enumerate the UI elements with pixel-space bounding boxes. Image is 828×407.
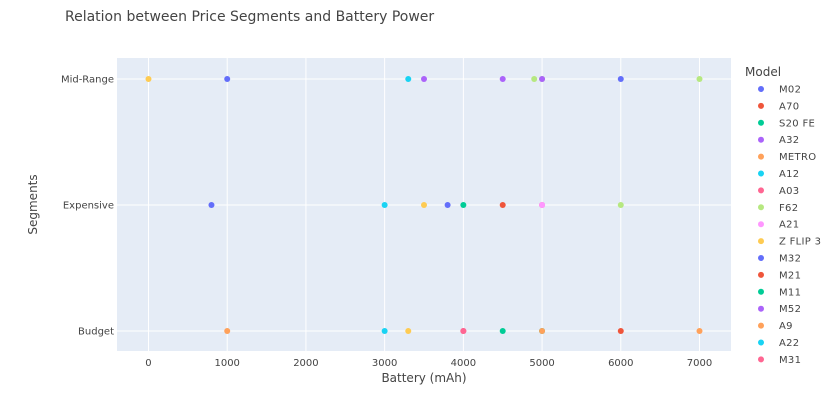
data-point-f62[interactable] [531,76,538,82]
data-point-m21[interactable] [617,328,624,334]
data-point-z-flip-3[interactable] [421,202,427,208]
legend-item-m02[interactable]: M02 [758,85,801,96]
data-point-m11[interactable] [499,328,506,334]
legend-label: S20 FE [779,118,815,129]
data-point-m02[interactable] [617,76,624,82]
legend-marker [758,255,764,261]
legend-item-m21[interactable]: M21 [758,270,801,281]
y-axis-label: Segments [26,174,40,234]
data-point-a32[interactable] [421,76,427,82]
legend-item-a70[interactable]: A70 [758,101,799,112]
data-point-m02[interactable] [224,76,231,82]
legend-item-a32[interactable]: A32 [758,135,799,146]
legend-label: METRO [779,152,816,163]
legend: Model M02 A70 S20 FE A32 METRO A12 A03 F62 A21 Z … [745,65,821,366]
data-point-m31[interactable] [460,328,467,334]
legend-title: Model [745,65,781,79]
data-point-f62[interactable] [696,76,703,82]
data-point-a12[interactable] [381,328,388,334]
legend-label: M31 [779,355,801,366]
x-tick-label: 0 [145,358,151,369]
legend-item-a12[interactable]: A12 [758,169,799,180]
legend-marker [758,86,764,92]
y-tick-label: Mid-Range [61,75,114,86]
legend-item-m52[interactable]: M52 [758,304,801,315]
data-point-z-flip-3[interactable] [145,76,152,82]
legend-marker [758,356,764,363]
x-axis-ticks: 0 1000 2000 3000 4000 5000 6000 7000 [145,358,712,369]
legend-marker [758,102,764,109]
y-tick-label: Budget [78,327,114,338]
legend-item-a22[interactable]: A22 [758,338,799,349]
data-point-f62[interactable] [617,202,624,208]
legend-label: A32 [779,135,799,146]
x-tick-label: 7000 [687,358,712,369]
legend-marker [758,119,764,126]
data-point-metro[interactable] [224,328,231,334]
legend-label: M52 [779,304,801,315]
legend-label: A9 [779,321,793,332]
x-axis-label: Battery (mAh) [381,371,466,385]
legend-marker [758,305,764,312]
legend-item-a03[interactable]: A03 [758,186,799,197]
y-axis-ticks: Budget Expensive Mid-Range [61,75,114,338]
legend-marker [758,204,764,211]
legend-label: M21 [779,270,801,281]
legend-item-s20-fe[interactable]: S20 FE [758,118,815,129]
legend-item-m11[interactable]: M11 [758,287,801,298]
data-point-a32[interactable] [499,76,506,82]
x-tick-label: 5000 [529,358,554,369]
legend-marker [758,271,764,278]
legend-marker [758,339,764,346]
legend-label: A21 [779,220,799,231]
legend-item-m31[interactable]: M31 [758,355,801,366]
data-point-a9[interactable] [539,328,546,334]
legend-label: M11 [779,287,801,298]
legend-item-m32[interactable]: M32 [758,254,801,265]
legend-marker [758,170,764,177]
x-tick-label: 1000 [214,358,239,369]
data-point-m32[interactable] [208,202,215,208]
legend-label: A03 [779,186,799,197]
legend-label: M32 [779,254,801,265]
legend-label: F62 [779,203,798,214]
legend-label: M02 [779,85,801,96]
legend-marker [758,238,764,245]
data-point-a70[interactable] [499,202,506,208]
legend-marker [758,221,764,228]
data-points [145,76,703,334]
data-point-a21[interactable] [539,202,546,208]
legend-marker [758,136,764,143]
x-tick-label: 2000 [293,358,318,369]
legend-label: A22 [779,338,799,349]
y-tick-label: Expensive [63,201,114,212]
legend-label: A70 [779,101,799,112]
data-point-a22[interactable] [405,76,412,82]
chart-title: Relation between Price Segments and Batt… [65,9,434,25]
legend-marker [758,322,764,329]
legend-label: Z FLIP 3 [779,237,821,248]
data-point-m52[interactable] [539,76,546,82]
legend-marker [758,187,764,194]
legend-item-z-flip-3[interactable]: Z FLIP 3 [758,237,821,248]
legend-label: A12 [779,169,799,180]
data-point-s20-fe[interactable] [460,202,467,208]
legend-item-a9[interactable]: A9 [758,321,793,332]
x-tick-label: 6000 [608,358,633,369]
legend-marker [758,153,764,160]
x-tick-label: 3000 [372,358,397,369]
legend-item-a21[interactable]: A21 [758,220,799,231]
legend-marker [758,288,764,295]
data-point-metro[interactable] [696,328,703,334]
x-tick-label: 4000 [451,358,476,369]
legend-item-f62[interactable]: F62 [758,203,798,214]
data-point-a12[interactable] [381,202,388,208]
legend-item-metro[interactable]: METRO [758,152,816,163]
data-point-m32[interactable] [444,202,451,208]
data-point-z-flip-3[interactable] [405,328,412,334]
